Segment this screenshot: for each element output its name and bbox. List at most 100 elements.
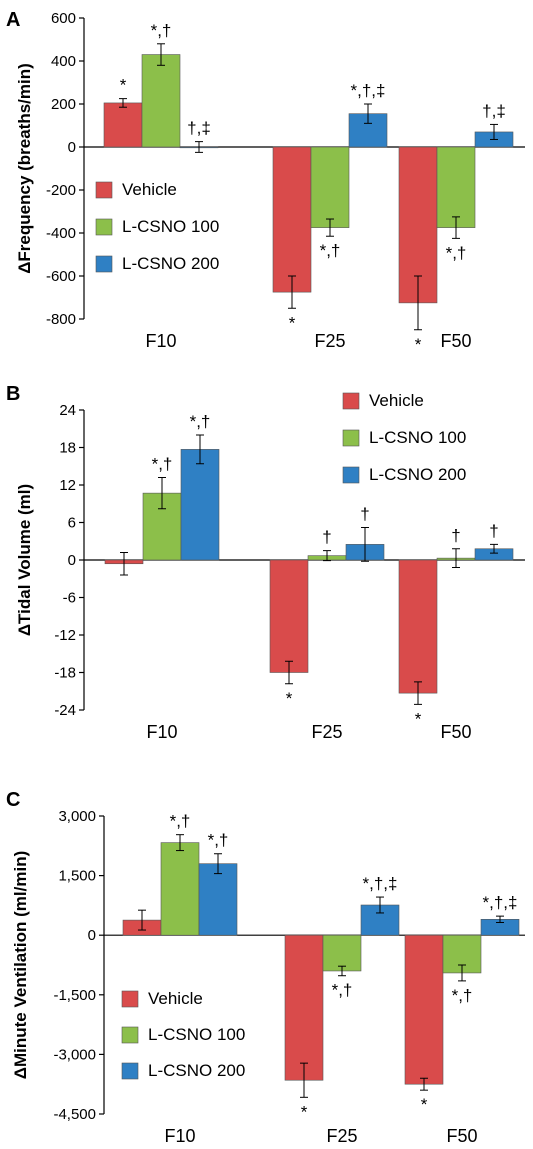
y-axis-title: ΔTidal Volume (ml) bbox=[15, 484, 34, 636]
x-category-label: F10 bbox=[146, 722, 177, 742]
significance-annotation: † bbox=[322, 528, 331, 547]
y-tick-label: -400 bbox=[46, 225, 76, 242]
legend-swatch bbox=[121, 1026, 139, 1044]
x-category-label: F25 bbox=[326, 1126, 357, 1146]
y-tick-label: 0 bbox=[88, 927, 96, 944]
y-tick-label: 400 bbox=[51, 53, 76, 70]
significance-annotation: † bbox=[360, 505, 369, 524]
legend-swatch bbox=[342, 466, 360, 484]
significance-annotation: * bbox=[415, 335, 422, 354]
significance-annotation: †,‡ bbox=[482, 101, 506, 120]
legend-swatch bbox=[342, 429, 360, 447]
x-category-label: F10 bbox=[164, 1126, 195, 1146]
bar bbox=[322, 934, 362, 972]
x-category-label: F10 bbox=[145, 331, 176, 351]
bar bbox=[103, 102, 143, 148]
y-tick-label: 18 bbox=[59, 440, 76, 457]
x-category-label: F50 bbox=[446, 1126, 477, 1146]
y-tick-label: 0 bbox=[68, 139, 76, 156]
y-tick-label: 600 bbox=[51, 10, 76, 27]
legend-label: Vehicle bbox=[148, 989, 203, 1008]
significance-annotation: *,†,‡ bbox=[483, 893, 518, 912]
significance-annotation: * bbox=[301, 1102, 308, 1121]
significance-annotation: * bbox=[421, 1095, 428, 1114]
panel-letter: A bbox=[6, 9, 20, 31]
panel-letter: B bbox=[6, 383, 20, 405]
y-tick-label: 6 bbox=[68, 515, 76, 532]
y-tick-label: -12 bbox=[54, 627, 76, 644]
y-tick-label: -3,000 bbox=[53, 1046, 96, 1063]
y-tick-label: -200 bbox=[46, 182, 76, 199]
legend-label: L-CSNO 200 bbox=[369, 465, 466, 484]
bar bbox=[398, 559, 438, 694]
significance-annotation: *,†,‡ bbox=[363, 874, 398, 893]
y-tick-label: -24 bbox=[54, 702, 76, 719]
bar bbox=[180, 449, 220, 561]
bar bbox=[269, 559, 309, 673]
bar bbox=[160, 842, 200, 936]
y-axis-title: ΔMinute Ventilation (ml/min) bbox=[11, 851, 30, 1080]
significance-annotation: * bbox=[289, 313, 296, 332]
legend-label: L-CSNO 100 bbox=[369, 428, 466, 447]
significance-annotation: † bbox=[451, 526, 460, 545]
y-tick-label: 1,500 bbox=[58, 868, 96, 885]
significance-annotation: * bbox=[415, 709, 422, 728]
significance-annotation: * bbox=[120, 76, 127, 95]
significance-annotation: † bbox=[489, 521, 498, 540]
y-tick-label: -1,500 bbox=[53, 987, 96, 1004]
y-tick-label: -800 bbox=[46, 311, 76, 328]
y-tick-label: 12 bbox=[59, 477, 76, 494]
x-category-label: F50 bbox=[440, 722, 471, 742]
significance-annotation: *,† bbox=[452, 986, 473, 1005]
legend-swatch bbox=[95, 218, 113, 236]
chart-panel-b: B 24 18 12 6 0 -6 -12 -18 -24 ΔTidal Volume (ml) F1… bbox=[6, 383, 525, 742]
legend-label: L-CSNO 200 bbox=[122, 254, 219, 273]
legend-label: L-CSNO 200 bbox=[148, 1061, 245, 1080]
bar bbox=[404, 934, 444, 1085]
bar bbox=[272, 146, 312, 293]
significance-annotation: *,† bbox=[320, 241, 341, 260]
legend: Vehicle L-CSNO 100 L-CSNO 200 bbox=[121, 989, 245, 1080]
legend-swatch bbox=[342, 392, 360, 410]
y-tick-label: 200 bbox=[51, 96, 76, 113]
significance-annotation: †,‡ bbox=[187, 119, 211, 138]
significance-annotation: * bbox=[286, 689, 293, 708]
legend-label: L-CSNO 100 bbox=[148, 1025, 245, 1044]
y-tick-label: 24 bbox=[59, 402, 76, 419]
legend-label: Vehicle bbox=[122, 180, 177, 199]
y-axis-title: ΔFrequency (breaths/min) bbox=[15, 63, 34, 274]
chart-panel-c: C 3,000 1,500 0 -1,500 -3,000 -4,500 ΔMinute Ve… bbox=[6, 789, 525, 1146]
y-tick-label: 3,000 bbox=[58, 808, 96, 825]
significance-annotation: *,† bbox=[190, 412, 211, 431]
panel-letter: C bbox=[6, 789, 20, 811]
bar bbox=[284, 934, 324, 1081]
bar bbox=[198, 863, 238, 936]
significance-annotation: *,† bbox=[151, 21, 172, 40]
legend: Vehicle L-CSNO 100 L-CSNO 200 bbox=[342, 391, 466, 484]
y-tick-label: -600 bbox=[46, 268, 76, 285]
bar bbox=[436, 146, 476, 228]
x-category-label: F50 bbox=[440, 331, 471, 351]
y-tick-label: -18 bbox=[54, 665, 76, 682]
significance-annotation: *,† bbox=[446, 243, 467, 262]
legend: Vehicle L-CSNO 100 L-CSNO 200 bbox=[95, 180, 219, 273]
significance-annotation: *,† bbox=[170, 812, 191, 831]
bar bbox=[141, 54, 181, 148]
bar bbox=[310, 146, 350, 228]
legend-swatch bbox=[95, 255, 113, 273]
significance-annotation: *,† bbox=[208, 831, 229, 850]
legend-swatch bbox=[121, 1062, 139, 1080]
significance-annotation: *,† bbox=[152, 455, 173, 474]
significance-annotation: *,†,‡ bbox=[351, 81, 386, 100]
significance-annotation: *,† bbox=[332, 981, 353, 1000]
x-category-label: F25 bbox=[314, 331, 345, 351]
x-category-label: F25 bbox=[311, 722, 342, 742]
legend-swatch bbox=[121, 990, 139, 1008]
legend-label: Vehicle bbox=[369, 391, 424, 410]
legend-swatch bbox=[95, 181, 113, 199]
legend-label: L-CSNO 100 bbox=[122, 217, 219, 236]
y-tick-label: 0 bbox=[68, 552, 76, 569]
y-tick-label: -4,500 bbox=[53, 1106, 96, 1123]
y-tick-label: -6 bbox=[63, 590, 76, 607]
